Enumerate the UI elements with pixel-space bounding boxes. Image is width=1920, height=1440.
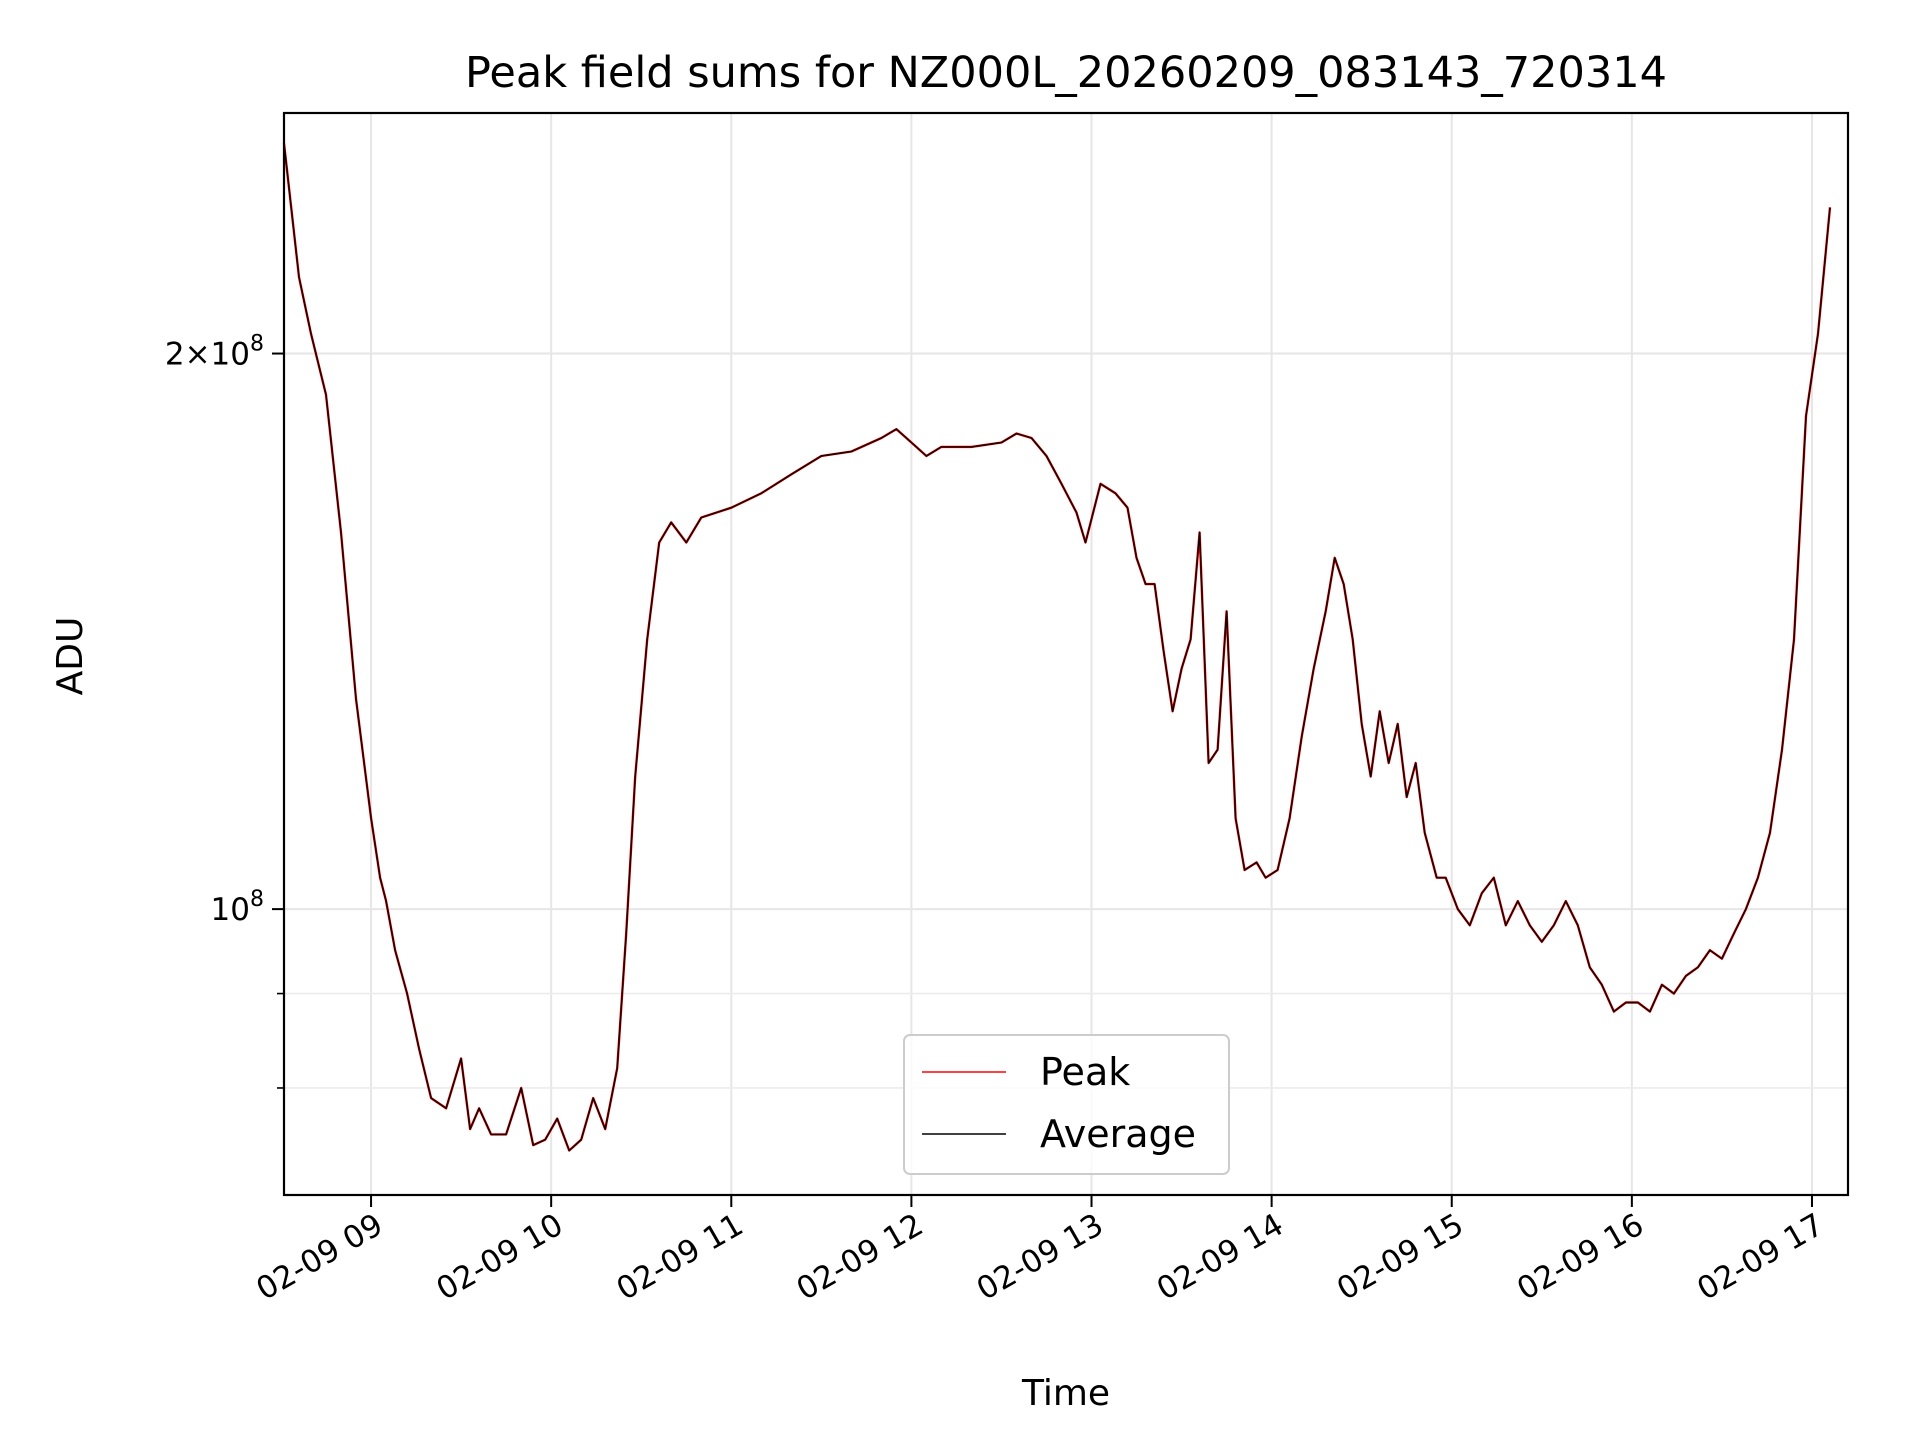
grid (284, 113, 1848, 1195)
chart-title: Peak field sums for NZ000L_20260209_0831… (465, 48, 1667, 98)
series-lines (282, 143, 1832, 1152)
legend: Peak Average (903, 1034, 1230, 1175)
series-line-average (283, 143, 1831, 1152)
legend-label-peak: Peak (1040, 1050, 1130, 1094)
plot-frame (282, 111, 1850, 1197)
x-axis-title: Time (1021, 1373, 1110, 1414)
legend-label-average: Average (1040, 1112, 1196, 1156)
y-tick-label: 2×108 (165, 332, 264, 373)
legend-box (903, 1034, 1230, 1175)
y-axis-title: ADU (50, 617, 91, 696)
